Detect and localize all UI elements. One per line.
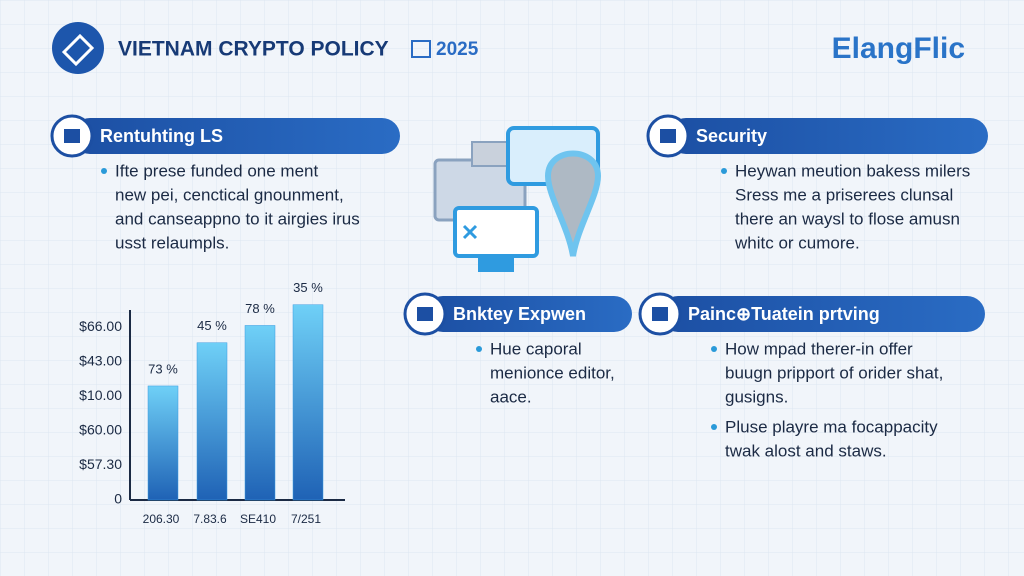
section-pill (660, 296, 985, 332)
bar-annotation: 35 % (293, 280, 323, 295)
bullet-text: Pluse playre ma focappacity (725, 417, 938, 436)
bullet-text: new pei, cenctical gnounment, (115, 185, 344, 204)
x-tick-label: 7/251 (291, 512, 321, 526)
bar (147, 385, 179, 501)
bar-annotation: 73 % (148, 361, 178, 376)
section-title: Bnktey Expwen (453, 304, 586, 324)
bullet (721, 168, 727, 174)
bullet-text: gusigns. (725, 387, 788, 406)
section-icon-glyph (64, 129, 80, 143)
section-title: Painc⊕Tuatein prtving (688, 304, 880, 324)
section-icon-glyph (660, 129, 676, 143)
title-icon (411, 40, 431, 58)
bullet (476, 346, 482, 352)
title: VIETNAM CRYPTO POLICY (118, 38, 389, 61)
bullet-text: there an waysl to flose amusn (735, 209, 960, 228)
bullet-text: Heywan meution bakess milers (735, 161, 970, 180)
section-icon-glyph (417, 307, 433, 321)
y-tick-label: $10.00 (79, 387, 122, 403)
bullet-text: buugn pripport of orider shat, (725, 363, 943, 382)
y-tick-label: 0 (114, 491, 122, 507)
y-tick-label: $66.00 (79, 318, 122, 334)
bullet-text: whitc or cumore. (734, 233, 860, 252)
x-tick-label: SE410 (240, 512, 276, 526)
y-tick-label: $57.30 (79, 456, 122, 472)
x-tick-label: 206.30 (143, 512, 180, 526)
logo (52, 22, 104, 74)
y-tick-label: $60.00 (79, 422, 122, 438)
section-icon-glyph (652, 307, 668, 321)
section-pill (425, 296, 632, 332)
bullet-text: Sress me a priserees clunsal (735, 185, 953, 204)
bar (244, 325, 276, 501)
section-title: Rentuhting LS (100, 126, 223, 146)
bar (292, 304, 324, 501)
bullet-text: twak alost and staws. (725, 441, 887, 460)
bullet-text: Ifte prese funded one ment (115, 161, 318, 180)
bullet-text: and canseappno to it airgies irus (115, 209, 360, 228)
section-pill (668, 118, 988, 154)
brand: ElangFlic (832, 32, 965, 65)
bullet-text: usst relaumpls. (115, 233, 229, 252)
section-pill (72, 118, 400, 154)
bullet-text: How mpad therer-in offer (725, 339, 913, 358)
logo-icon (61, 33, 95, 67)
bar-annotation: 45 % (197, 318, 227, 333)
illustration (433, 126, 602, 272)
bar-annotation: 78 % (245, 301, 275, 316)
year: 2025 (436, 39, 479, 60)
x-tick-label: 7.83.6 (193, 512, 227, 526)
bullet-text: menionce editor, (490, 363, 615, 382)
bullet (711, 346, 717, 352)
bullet-text: Hue caporal (490, 339, 582, 358)
bullet-text: aace. (490, 387, 532, 406)
section-title: Security (696, 126, 767, 146)
bar (196, 342, 228, 501)
bullet (711, 424, 717, 430)
bullet (101, 168, 107, 174)
y-tick-label: $43.00 (79, 352, 122, 368)
